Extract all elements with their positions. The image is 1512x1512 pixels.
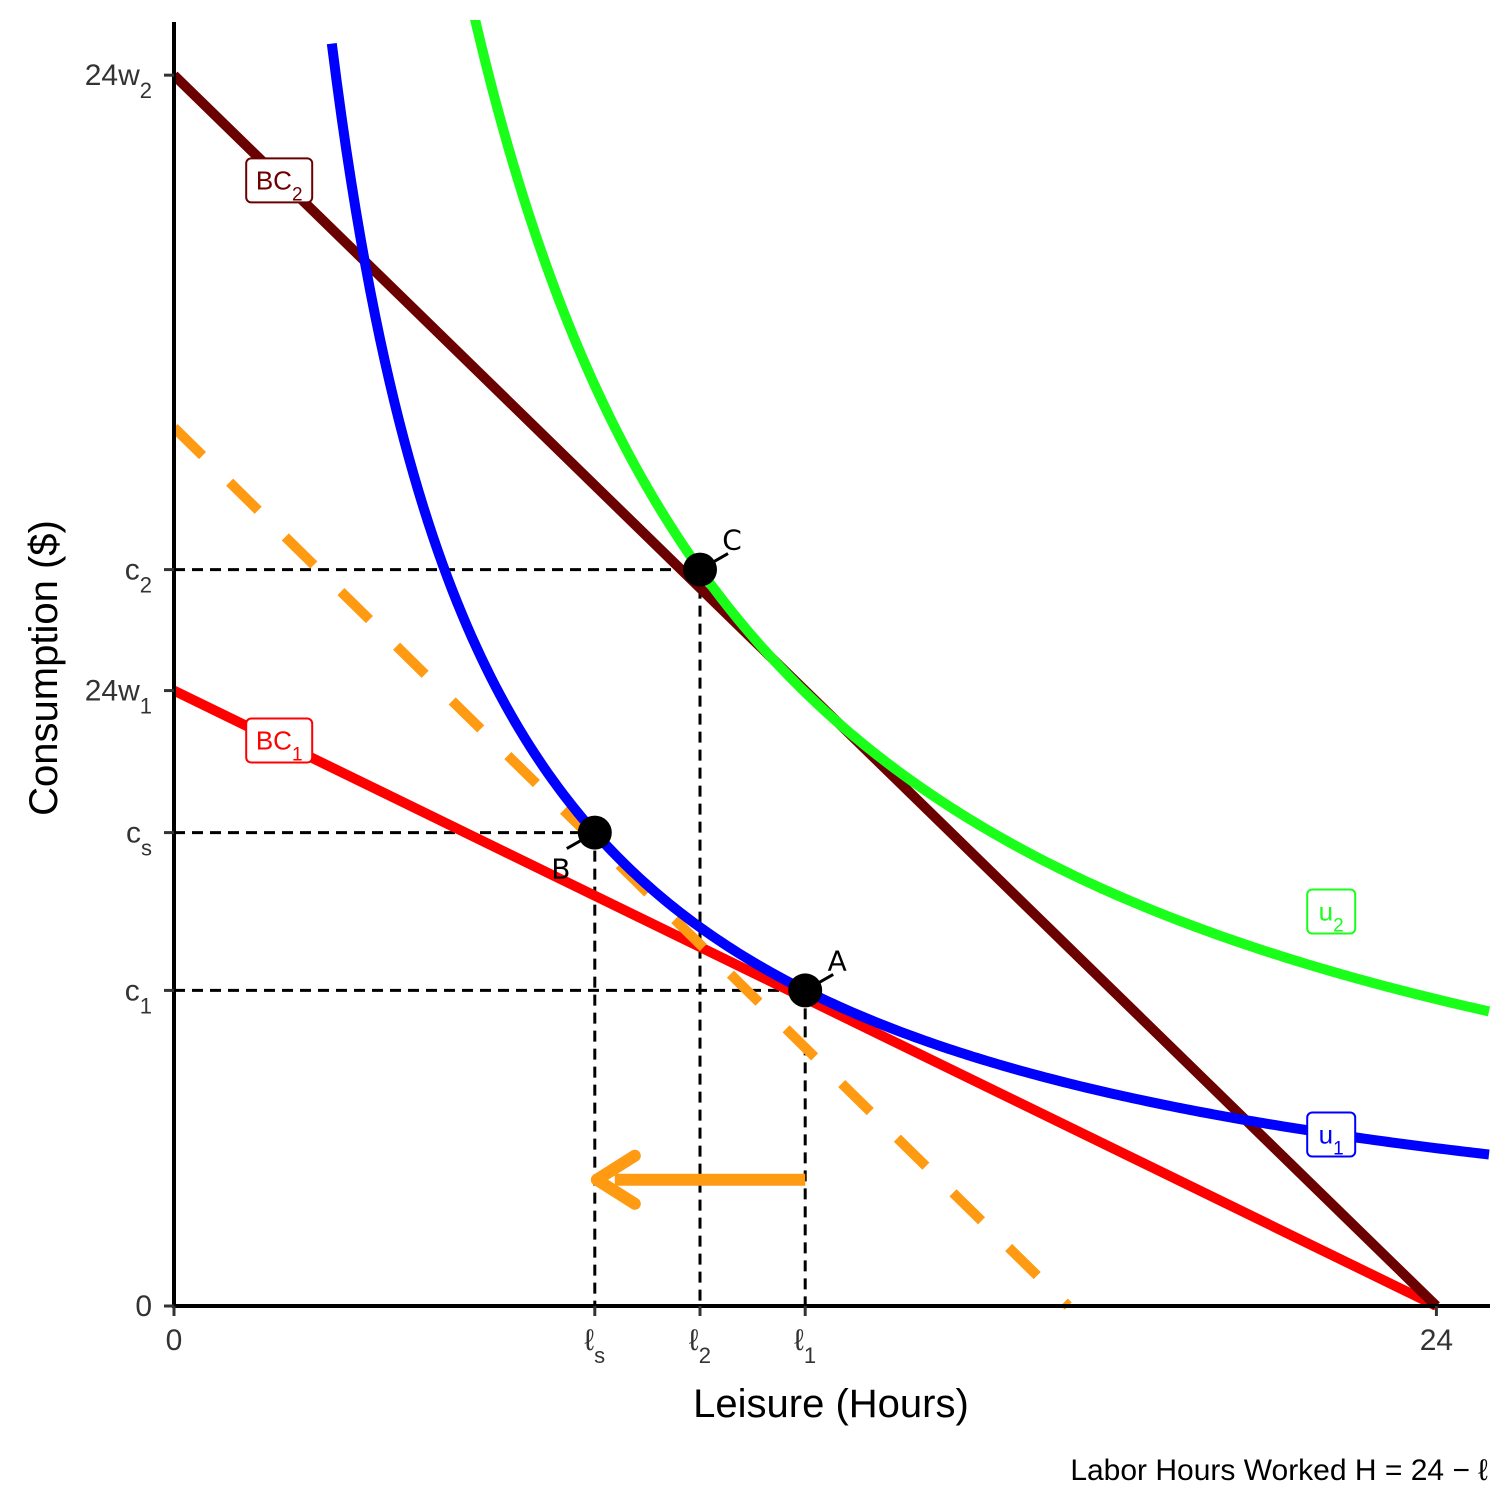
point-leader xyxy=(566,831,596,850)
y-tick-label: c1 xyxy=(125,974,152,1018)
y-tick-label: 0 xyxy=(135,1290,152,1323)
point-label-c: C xyxy=(722,524,742,557)
point-leader xyxy=(804,973,834,992)
y-axis-title: Consumption ($) xyxy=(22,520,66,816)
x-tick-label: 0 xyxy=(166,1324,183,1357)
x-tick-label: ℓ2 xyxy=(689,1324,711,1368)
y-tick-label: cs xyxy=(126,817,152,861)
label-u2: u2 xyxy=(1319,897,1344,937)
label-box-u2 xyxy=(1306,888,1357,935)
axes: 0 ℓs ℓ2 ℓ1 24 0 c1 cs 24w1 c2 24w2 xyxy=(85,22,1490,1368)
arrow-head xyxy=(590,1149,641,1210)
point-label-a: A xyxy=(828,944,847,977)
label-box-bc2 xyxy=(245,157,314,204)
point-leader xyxy=(699,552,729,571)
label-u1: u1 xyxy=(1319,1120,1344,1160)
x-tick-label: ℓs xyxy=(584,1324,605,1368)
series-u1 xyxy=(326,42,1490,1160)
series-group xyxy=(174,20,1491,1310)
chart-caption: Labor Hours Worked H = 24 − ℓ xyxy=(1070,1454,1488,1487)
label-box-bc1 xyxy=(245,717,314,764)
x-tick-label: ℓ1 xyxy=(794,1324,816,1368)
points-group: A B C xyxy=(551,524,847,1008)
x-axis-title: Leisure (Hours) xyxy=(693,1382,969,1426)
x-tick-label: 24 xyxy=(1420,1324,1453,1357)
y-tick-label: 24w2 xyxy=(85,59,152,103)
shift-arrow xyxy=(590,1149,806,1210)
curve-labels: BC1 BC2 u1 u2 xyxy=(245,157,1357,1160)
y-tick-label: 24w1 xyxy=(85,675,152,719)
label-bc2: BC2 xyxy=(256,165,303,205)
label-bc1: BC1 xyxy=(256,726,303,766)
series-u2 xyxy=(470,20,1491,1017)
label-box-u1 xyxy=(1306,1111,1357,1158)
y-tick-label: c2 xyxy=(125,554,152,598)
point-label-b: B xyxy=(551,853,570,886)
